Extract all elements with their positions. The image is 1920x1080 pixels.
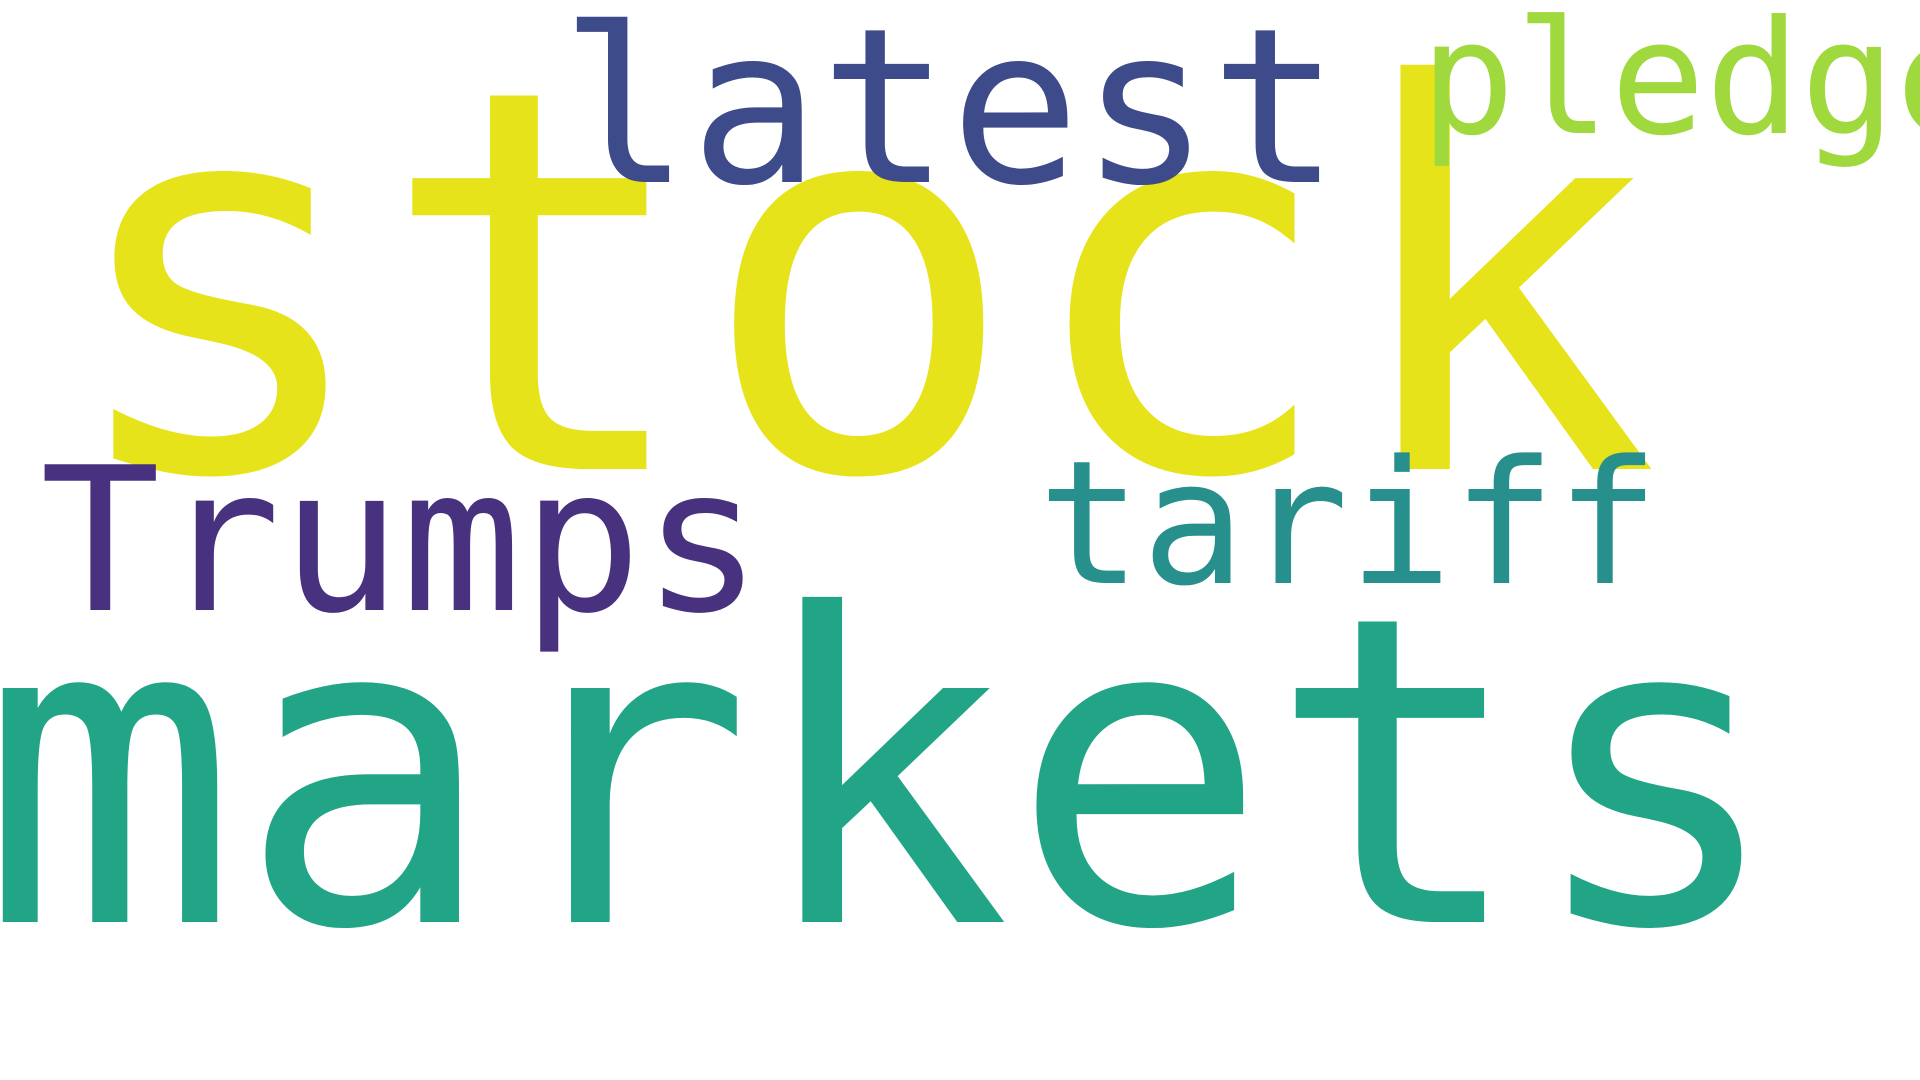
word-latest: latest [560,0,1341,233]
word-markets: markets [0,525,1784,1023]
word-trumps: Trumps [40,425,763,658]
word-tariff: tariff [1038,423,1660,624]
word-stock: stock [58,0,1660,595]
word-pledge: pledge [1420,0,1920,171]
